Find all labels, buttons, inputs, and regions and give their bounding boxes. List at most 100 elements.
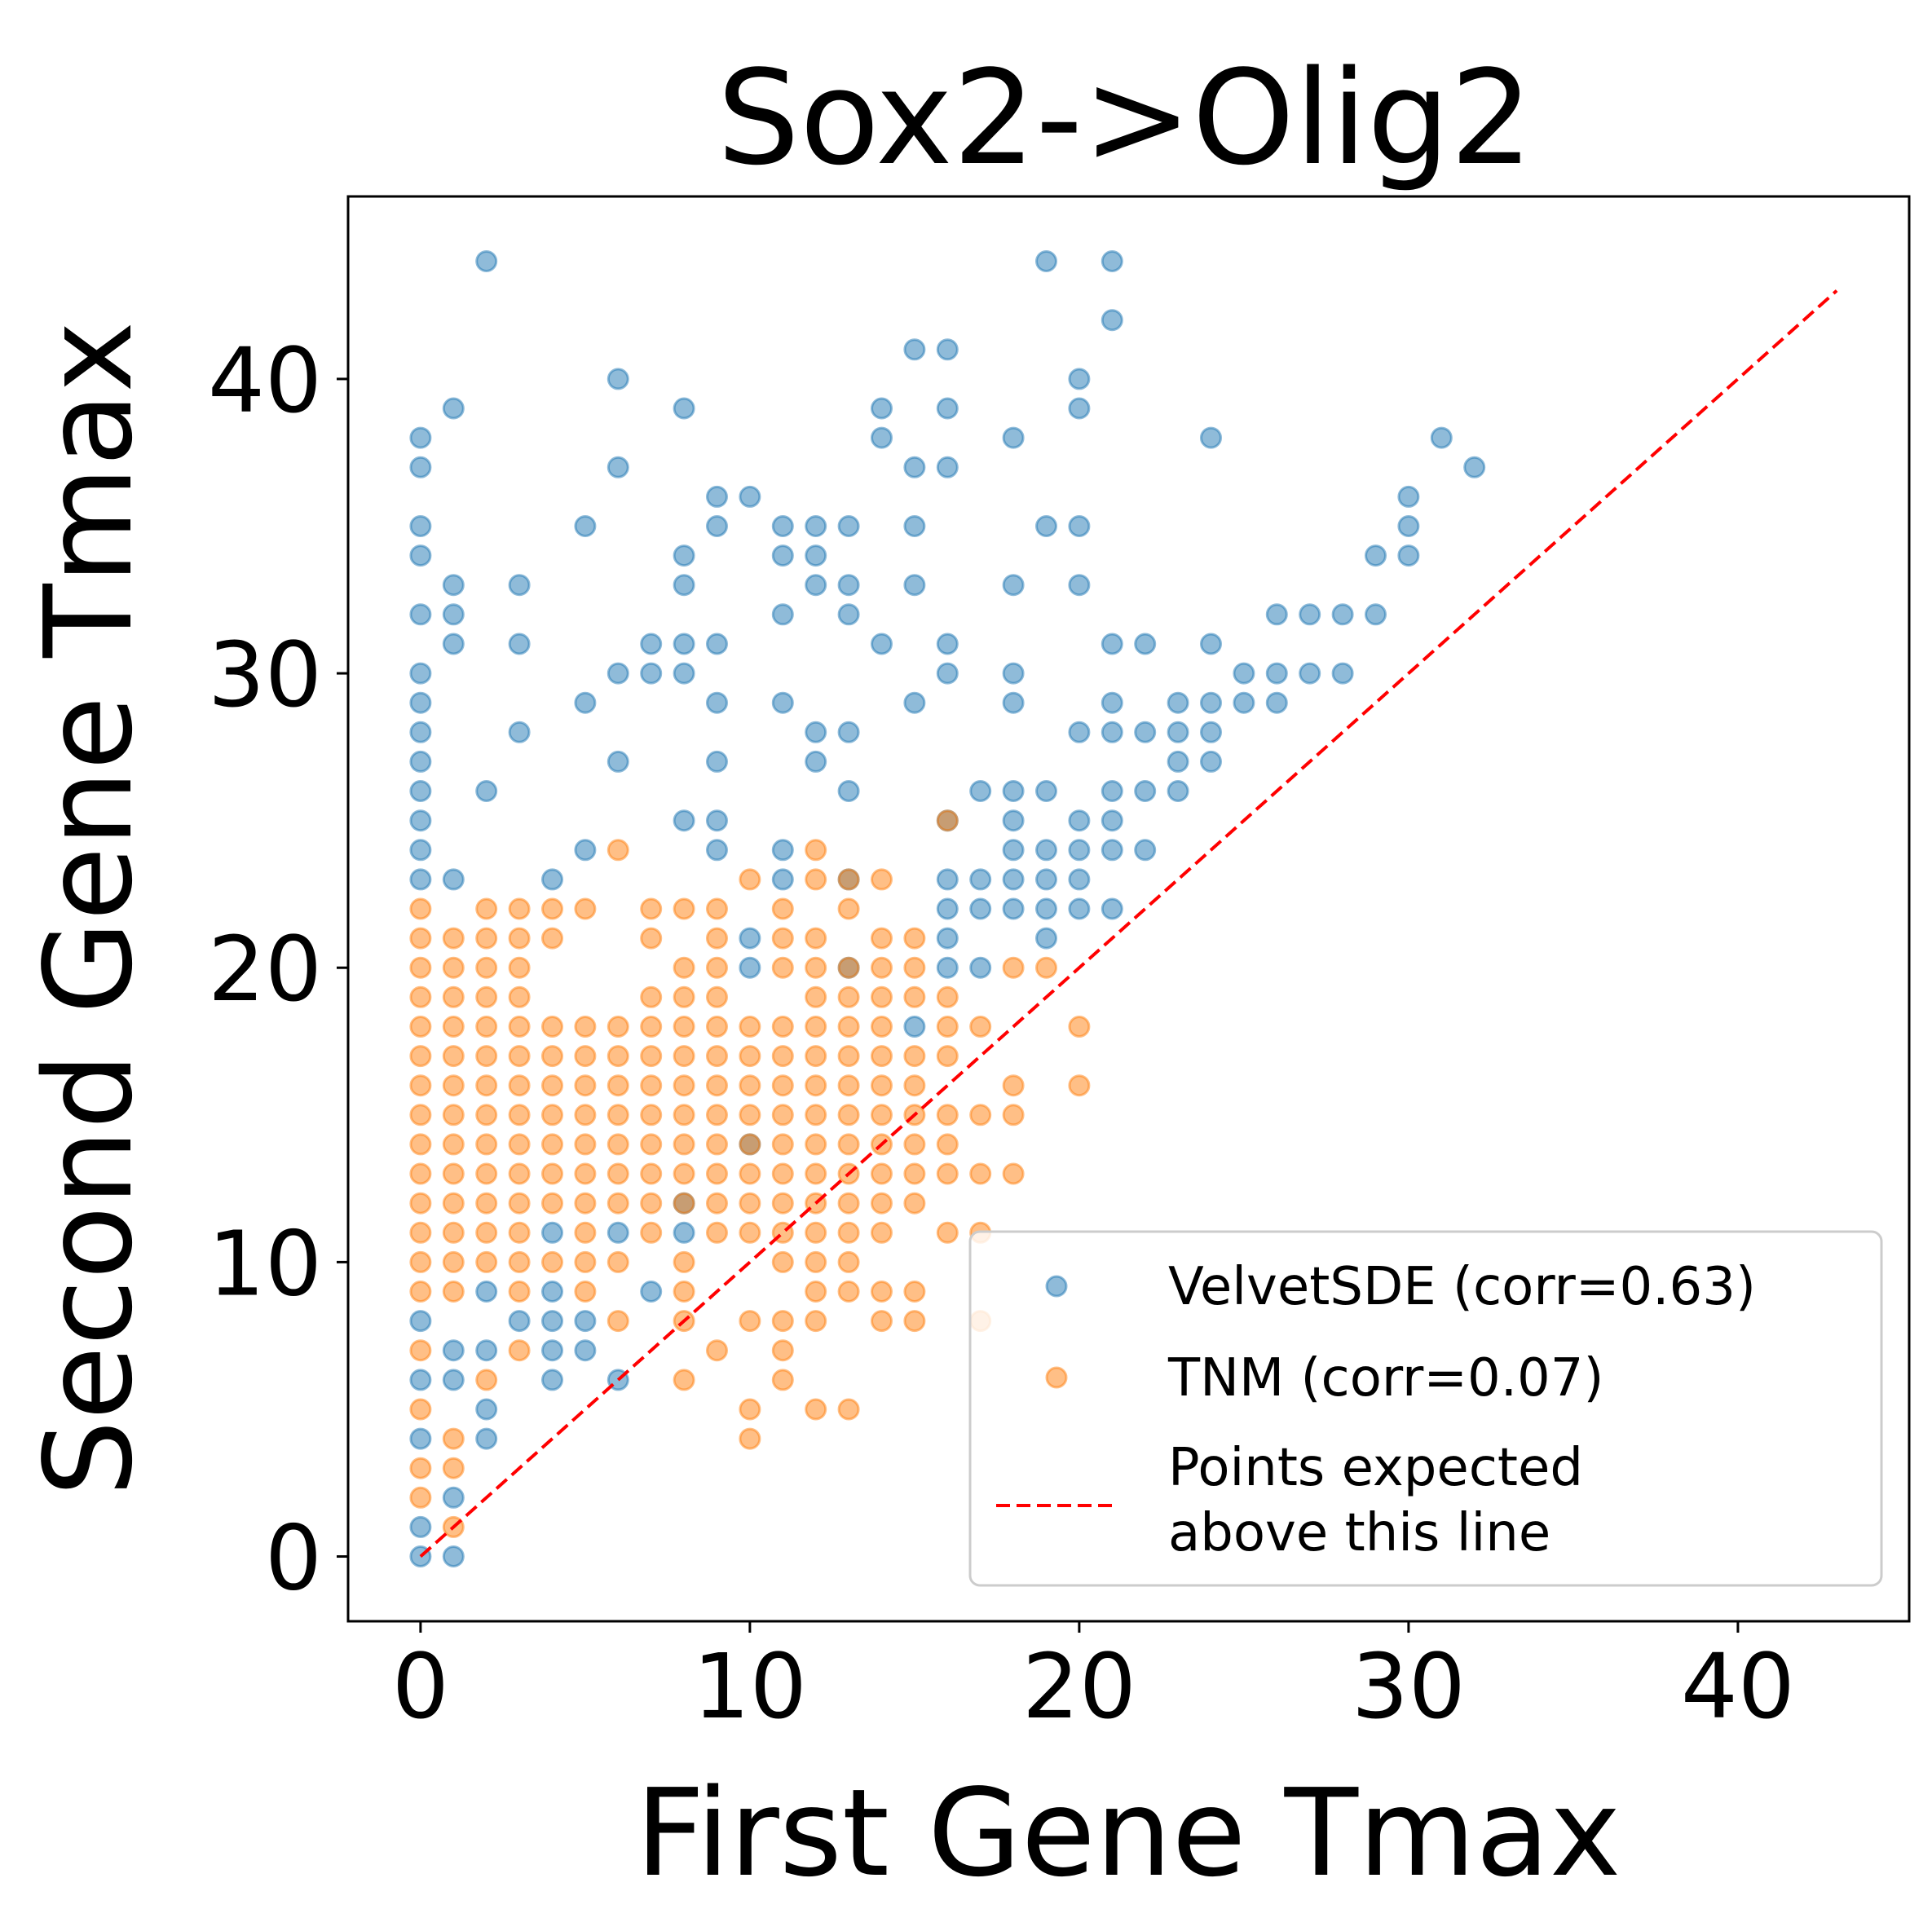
tnm-point-181: [574, 1221, 597, 1244]
velvetsde-point-40: [1365, 544, 1387, 567]
legend-label-velvetsde: VelvetSDE (corr=0.63): [1168, 1257, 1756, 1317]
tnm-point-170: [706, 1192, 728, 1215]
tnm-point-147: [574, 1162, 597, 1185]
tnm-point-133: [673, 1133, 695, 1156]
velvetsde-point-13: [409, 426, 432, 449]
tnm-point-138: [837, 1133, 860, 1156]
tnm-point-186: [805, 1221, 827, 1244]
tnm-point-111: [574, 1104, 597, 1126]
tnm-point-24: [771, 927, 794, 950]
velvetsde-point-136: [1002, 868, 1025, 891]
tnm-point-122: [936, 1104, 959, 1126]
tnm-point-160: [1002, 1162, 1025, 1185]
velvetsde-point-52: [771, 603, 794, 626]
y-tick-label-4: 40: [208, 328, 322, 433]
tnm-point-69: [969, 1016, 992, 1038]
velvetsde-point-155: [607, 1221, 629, 1244]
tnm-point-157: [903, 1162, 926, 1185]
tnm-point-103: [903, 1074, 926, 1097]
velvetsde-point-118: [1068, 809, 1091, 832]
tnm-point-205: [574, 1281, 597, 1303]
velvetsde-point-47: [903, 574, 926, 597]
tnm-point-44: [508, 985, 531, 1008]
tnm-point-188: [871, 1221, 893, 1244]
tnm-point-0: [936, 809, 959, 832]
velvetsde-point-107: [969, 780, 992, 802]
chart-title: Sox2->Olig2: [717, 42, 1533, 194]
tnm-point-65: [805, 1016, 827, 1038]
x-tick-label-1: 10: [693, 1634, 807, 1739]
tnm-point-163: [475, 1192, 498, 1215]
velvetsde-point-101: [805, 750, 827, 773]
tnm-point-191: [409, 1250, 432, 1273]
velvetsde-point-91: [805, 721, 827, 743]
tnm-point-198: [673, 1250, 695, 1273]
tnm-point-165: [541, 1192, 563, 1215]
velvetsde-point-77: [1331, 662, 1354, 685]
tnm-point-36: [837, 956, 860, 979]
tnm-point-25: [805, 927, 827, 950]
velvetsde-point-160: [640, 1281, 663, 1303]
tnm-point-156: [871, 1162, 893, 1185]
velvetsde-point-15: [1002, 426, 1025, 449]
velvetsde-point-7: [1068, 368, 1091, 390]
tnm-point-82: [771, 1045, 794, 1068]
tnm-point-204: [508, 1281, 531, 1303]
tnm-point-31: [508, 956, 531, 979]
tnm-point-75: [541, 1045, 563, 1068]
velvetsde-point-39: [805, 544, 827, 567]
velvetsde-point-80: [706, 691, 728, 714]
tnm-point-110: [541, 1104, 563, 1126]
tnm-point-200: [805, 1250, 827, 1273]
tnm-series: [409, 809, 1091, 1538]
velvetsde-point-72: [936, 662, 959, 685]
tnm-point-119: [837, 1104, 860, 1126]
velvetsde-point-11: [936, 397, 959, 420]
tnm-point-7: [409, 897, 432, 920]
tnm-point-16: [837, 897, 860, 920]
tnm-point-234: [409, 1486, 432, 1509]
velvetsde-point-171: [541, 1369, 563, 1391]
velvetsde-point-120: [409, 839, 432, 862]
velvetsde-point-170: [442, 1369, 465, 1391]
tnm-point-43: [475, 985, 498, 1008]
tnm-point-195: [541, 1250, 563, 1273]
tnm-point-208: [837, 1281, 860, 1303]
tnm-point-10: [541, 897, 563, 920]
tnm-point-151: [706, 1162, 728, 1185]
tnm-point-19: [475, 927, 498, 950]
tnm-point-20: [508, 927, 531, 950]
x-axis: 0 10 20 30 40: [392, 1621, 1795, 1739]
tnm-point-21: [541, 927, 563, 950]
velvetsde-point-85: [1167, 691, 1189, 714]
velvetsde-point-103: [1200, 750, 1222, 773]
tnm-point-33: [706, 956, 728, 979]
tnm-point-11: [574, 897, 597, 920]
tnm-point-92: [541, 1074, 563, 1097]
tnm-point-192: [442, 1250, 465, 1273]
tnm-point-42: [442, 985, 465, 1008]
tnm-point-98: [739, 1074, 761, 1097]
tnm-point-51: [903, 985, 926, 1008]
velvetsde-point-87: [1233, 691, 1255, 714]
velvetsde-point-138: [1068, 868, 1091, 891]
velvetsde-point-128: [1134, 839, 1157, 862]
velvetsde-point-10: [871, 397, 893, 420]
tnm-point-100: [805, 1074, 827, 1097]
velvetsde-point-102: [1167, 750, 1189, 773]
tnm-point-126: [442, 1133, 465, 1156]
tnm-point-90: [475, 1074, 498, 1097]
tnm-point-86: [903, 1045, 926, 1068]
legend-label-reference-line-2: above this line: [1168, 1503, 1550, 1563]
tnm-point-130: [574, 1133, 597, 1156]
tnm-point-40: [1035, 956, 1057, 979]
x-tick-label-3: 30: [1352, 1634, 1466, 1739]
tnm-point-175: [871, 1192, 893, 1215]
tnm-point-60: [640, 1016, 663, 1038]
tnm-point-225: [771, 1369, 794, 1391]
velvetsde-point-141: [1002, 897, 1025, 920]
velvetsde-point-42: [442, 574, 465, 597]
velvetsde-point-127: [1101, 839, 1123, 862]
tnm-point-231: [739, 1427, 761, 1450]
tnm-point-145: [508, 1162, 531, 1185]
